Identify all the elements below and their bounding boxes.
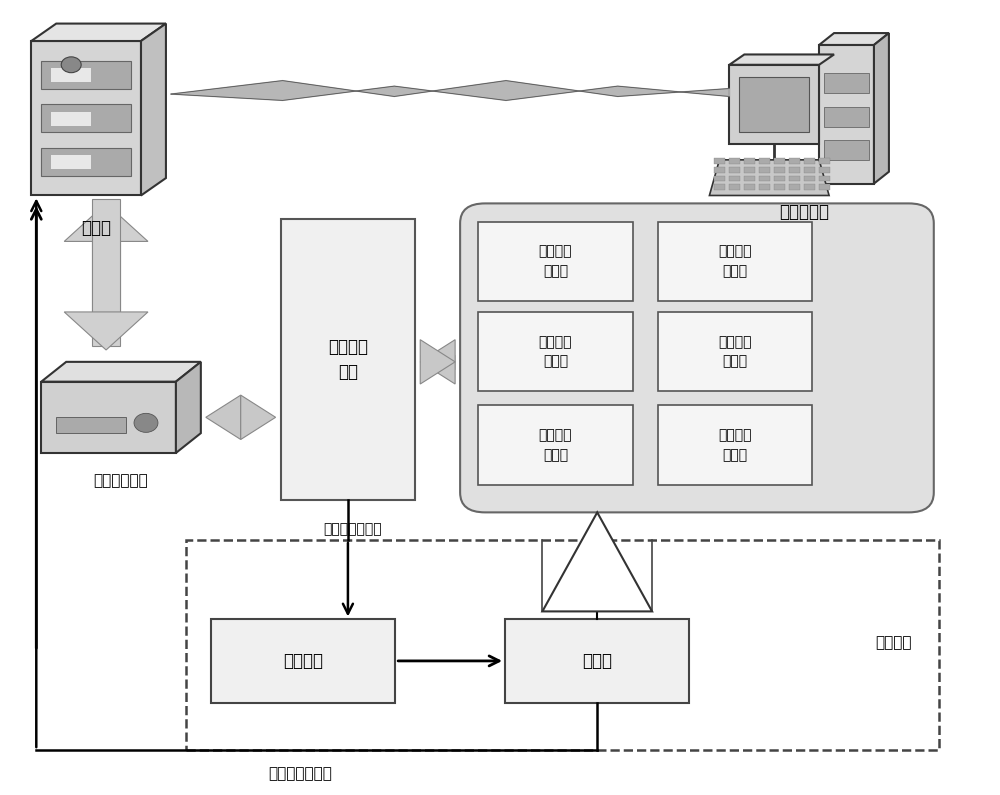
Bar [774,176,785,181]
Polygon shape [420,355,455,369]
Bar [804,158,815,164]
Bar [759,158,770,164]
Text: 电机模块: 电机模块 [283,652,323,670]
Bar [819,167,830,173]
Text: 摄像头位置控制: 摄像头位置控制 [324,522,382,536]
Bar [744,176,755,181]
Bar [478,405,633,485]
Polygon shape [206,395,241,440]
Bar [41,148,131,176]
Bar [478,312,633,391]
Bar [714,176,725,181]
Bar [41,60,131,88]
Bar [211,619,395,703]
Bar [505,619,689,703]
Bar [804,167,815,173]
Bar [804,176,815,181]
Polygon shape [31,24,166,41]
Polygon shape [709,160,829,196]
Bar [759,176,770,181]
Bar [789,158,800,164]
Text: 数据采集设备: 数据采集设备 [93,473,148,488]
Text: 六路扩展
平台: 六路扩展 平台 [328,339,368,382]
Bar [658,222,812,301]
Text: 被控对象
电路三: 被控对象 电路三 [539,429,572,462]
Polygon shape [92,242,120,346]
Bar [819,158,830,164]
FancyBboxPatch shape [460,204,934,512]
Polygon shape [874,33,889,184]
Bar [51,155,91,169]
Bar [759,184,770,190]
Bar [774,184,785,190]
Polygon shape [41,382,176,453]
Bar [789,176,800,181]
Bar [774,158,785,164]
Bar [729,158,740,164]
Bar [729,184,740,190]
Bar [744,167,755,173]
Text: 附属设备: 附属设备 [876,635,912,650]
Bar [759,167,770,173]
Text: 摄像头: 摄像头 [582,652,612,670]
Polygon shape [31,41,141,196]
Bar [729,176,740,181]
Bar [819,176,830,181]
Bar [819,184,830,190]
Bar [56,417,126,433]
Text: 被控对象
电路六: 被控对象 电路六 [718,429,752,462]
Bar [714,158,725,164]
Polygon shape [141,24,166,196]
Bar [714,167,725,173]
Polygon shape [92,200,120,312]
Text: 远程客户端: 远程客户端 [779,204,829,221]
Polygon shape [729,55,834,64]
Polygon shape [819,33,889,45]
Text: 被控对象
电路一: 被控对象 电路一 [539,245,572,278]
Polygon shape [171,80,729,100]
Bar [51,68,91,82]
Bar [744,158,755,164]
Bar [744,184,755,190]
Polygon shape [819,45,874,184]
Bar [41,104,131,132]
Bar [774,167,785,173]
Bar [729,167,740,173]
Polygon shape [729,64,819,144]
Bar [658,312,812,391]
Text: 被控对象
电路二: 被控对象 电路二 [539,335,572,368]
Bar [789,184,800,190]
Bar [658,405,812,485]
Text: 上位机: 上位机 [81,219,111,237]
Text: 摄像头图像数据: 摄像头图像数据 [269,766,332,781]
Polygon shape [64,312,148,350]
Polygon shape [41,362,201,382]
Bar [478,222,633,301]
Polygon shape [241,395,276,440]
Bar [51,111,91,126]
Circle shape [134,413,158,432]
Bar [804,184,815,190]
Polygon shape [64,204,148,242]
Polygon shape [542,512,652,611]
Bar [714,184,725,190]
Polygon shape [420,339,455,384]
Bar [789,167,800,173]
Bar [186,540,939,750]
Bar [281,219,415,501]
Text: 被控对象
电路五: 被控对象 电路五 [718,335,752,368]
Polygon shape [176,362,201,453]
Text: 被控对象
电路四: 被控对象 电路四 [718,245,752,278]
Polygon shape [420,339,455,384]
Circle shape [61,57,81,72]
Bar [824,73,869,93]
Bar [824,107,869,126]
Bar [739,76,809,132]
Bar [824,140,869,160]
